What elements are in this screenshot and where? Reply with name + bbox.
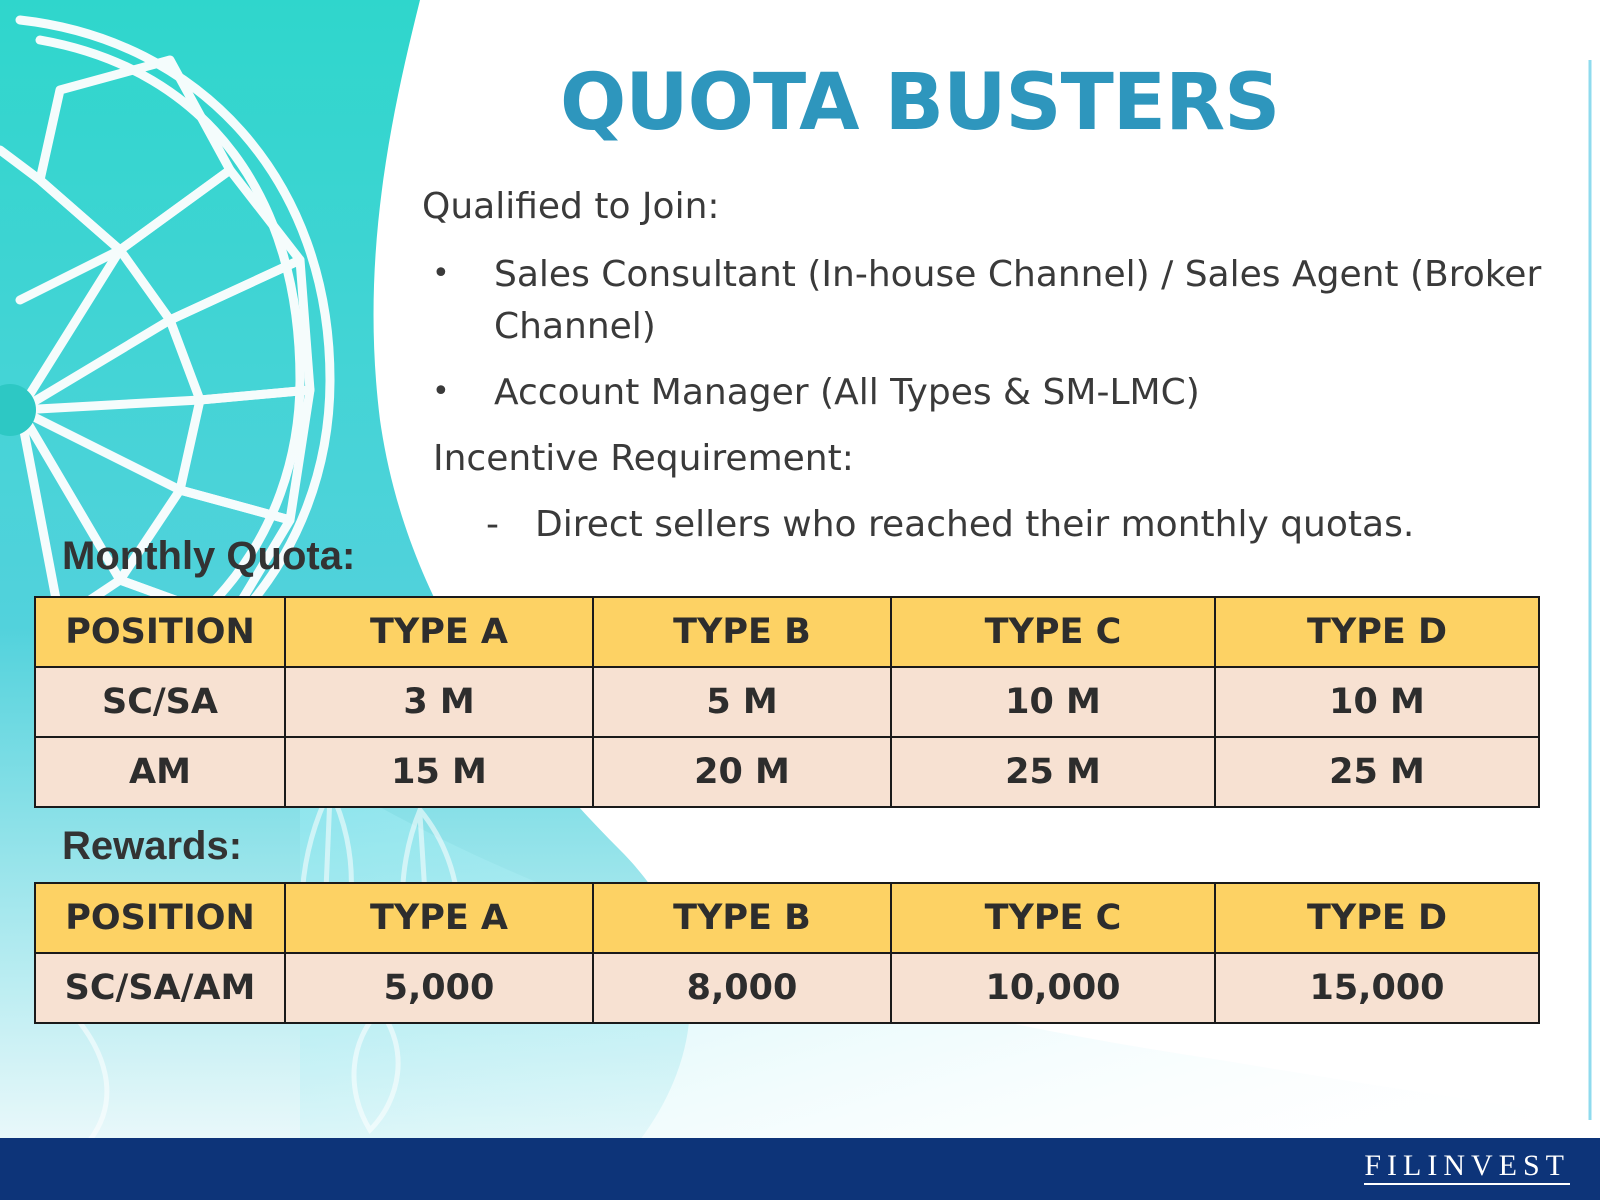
header-cell: TYPE A xyxy=(284,596,594,668)
table-cell: 8,000 xyxy=(592,952,892,1024)
incentive-item: Direct sellers who reached their monthly… xyxy=(535,504,1415,545)
header-cell: POSITION xyxy=(34,882,286,954)
table-cell: SC/SA/AM xyxy=(34,952,286,1024)
table-cell: 5,000 xyxy=(284,952,594,1024)
header-cell: TYPE B xyxy=(592,882,892,954)
qualified-item-1: Sales Consultant (In-house Channel) / Sa… xyxy=(494,254,1542,295)
table-cell: 20 M xyxy=(592,736,892,808)
table-row: SC/SA/AM 5,000 8,000 10,000 15,000 xyxy=(34,952,1540,1024)
incentive-heading: Incentive Requirement: xyxy=(433,438,854,479)
table-header-row: POSITION TYPE A TYPE B TYPE C TYPE D xyxy=(34,882,1540,954)
bullet-icon: • xyxy=(432,374,450,409)
qualified-item-1-cont: Channel) xyxy=(494,306,656,347)
table-cell: 25 M xyxy=(890,736,1216,808)
rewards-table: POSITION TYPE A TYPE B TYPE C TYPE D SC/… xyxy=(34,882,1540,1024)
table-cell: 10 M xyxy=(890,666,1216,738)
monthly-quota-label: Monthly Quota: xyxy=(62,534,356,578)
qualified-item-2: Account Manager (All Types & SM-LMC) xyxy=(494,372,1200,413)
table-row: AM 15 M 20 M 25 M 25 M xyxy=(34,736,1540,808)
table-cell: 15,000 xyxy=(1214,952,1540,1024)
dash-marker: - xyxy=(486,504,499,545)
filinvest-logo: FILINVEST xyxy=(1364,1151,1570,1185)
header-cell: POSITION xyxy=(34,596,286,668)
bullet-icon: • xyxy=(432,256,450,291)
table-cell: 15 M xyxy=(284,736,594,808)
table-cell: SC/SA xyxy=(34,666,286,738)
monthly-quota-table: POSITION TYPE A TYPE B TYPE C TYPE D SC/… xyxy=(34,596,1540,808)
table-cell: 25 M xyxy=(1214,736,1540,808)
qualified-heading: Qualified to Join: xyxy=(422,186,720,227)
rewards-label: Rewards: xyxy=(62,824,243,868)
table-cell: 10,000 xyxy=(890,952,1216,1024)
header-cell: TYPE B xyxy=(592,596,892,668)
table-cell: 5 M xyxy=(592,666,892,738)
header-cell: TYPE D xyxy=(1214,882,1540,954)
header-cell: TYPE C xyxy=(890,882,1216,954)
slide-title: QUOTA BUSTERS xyxy=(560,58,1280,148)
header-cell: TYPE A xyxy=(284,882,594,954)
table-row: SC/SA 3 M 5 M 10 M 10 M xyxy=(34,666,1540,738)
header-cell: TYPE C xyxy=(890,596,1216,668)
footer-bar xyxy=(0,1138,1600,1200)
table-cell: 3 M xyxy=(284,666,594,738)
header-cell: TYPE D xyxy=(1214,596,1540,668)
table-cell: 10 M xyxy=(1214,666,1540,738)
table-cell: AM xyxy=(34,736,286,808)
table-header-row: POSITION TYPE A TYPE B TYPE C TYPE D xyxy=(34,596,1540,668)
